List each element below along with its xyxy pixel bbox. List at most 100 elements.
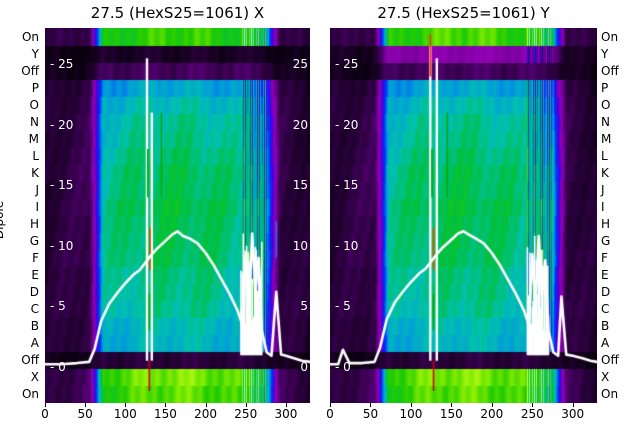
y-tick-label-right-20: X [601,370,610,385]
inner-y-tick-left-1: - 20 [335,117,359,132]
x-tick-label-right-2: 100 [399,407,423,421]
inner-y-tick-right-0: 25 [292,57,308,72]
y-tick-label-left-10: I [35,199,39,214]
x-tick-mark-left-1 [85,403,87,407]
x-tick-mark-right-5 [532,403,534,407]
y-tick-label-right-2: Off [601,63,619,78]
x-tick-label-left-2: 100 [113,407,137,421]
x-tick-mark-right-6 [572,403,574,407]
x-tick-mark-left-3 [165,403,167,407]
heatmap-image-x [45,28,310,403]
heatmap-panel-x[interactable]: - 25 - 20 - 15 - 10 - 5 - 0 25 20 15 10 5 0 [45,28,310,403]
inner-y-tick-right-5: 0 [300,359,308,374]
y-tick-label-right-18: A [601,336,610,351]
y-tick-label-left-9: J [35,182,39,197]
y-tick-label-right-3: P [601,80,609,95]
y-tick-label-right-5: N [601,114,610,129]
x-axis-left: 0 50 100 150 200 250 300 [41,403,310,437]
y-tick-label-right-11: H [601,217,611,232]
y-tick-label-left-5: N [30,114,39,129]
y-tick-label-right-12: G [601,234,611,249]
y-tick-label-right-7: L [601,148,608,163]
inner-y-tick-right-3: 10 [292,238,308,253]
y-tick-label-left-12: G [29,234,39,249]
y-tick-label-left-21: On [21,387,39,402]
y-tick-label-right-0: On [601,29,619,44]
panel-title-y: 27.5 (HexS25=1061) Y [377,4,550,22]
inner-y-tick-left-4: - 5 [50,299,66,314]
y-tick-label-right-17: B [601,319,610,334]
y-tick-label-right-15: D [601,285,611,300]
y-axis-categories-right: On Y Off P O N M L K J I H G F E D C B A Off X On [598,28,640,403]
x-tick-label-right-4: 200 [480,407,504,421]
inner-y-tick-left-3: - 10 [335,238,359,253]
x-tick-label-left-3: 150 [154,407,177,421]
x-tick-label-left-1: 50 [77,407,93,421]
y-tick-label-right-16: C [601,302,610,317]
y-tick-label-right-1: Y [601,46,609,61]
x-tick-label-left-4: 200 [194,407,218,421]
inner-y-tick-left-4: - 5 [335,299,351,314]
y-tick-label-left-20: X [30,370,39,385]
y-tick-label-left-18: A [30,336,39,351]
x-tick-mark-left-0 [45,403,46,407]
x-tick-mark-right-1 [370,403,372,407]
y-tick-label-right-9: J [601,182,605,197]
x-tick-mark-left-2 [125,403,127,407]
y-tick-label-left-3: P [31,80,39,95]
x-tick-label-right-0: 0 [326,407,334,421]
x-tick-label-right-3: 150 [439,407,463,421]
x-tick-label-left-6: 300 [274,407,298,421]
inner-y-tick-right-4: 5 [300,299,308,314]
y-tick-label-left-16: C [30,302,39,317]
inner-y-tick-left-0: - 25 [50,57,74,72]
x-tick-mark-right-2 [410,403,412,407]
heatmap-image-y [330,28,597,403]
y-tick-label-right-19: Off [601,353,619,368]
inner-y-tick-right-2: 15 [292,178,308,193]
y-tick-label-left-14: E [31,268,39,283]
y-tick-label-left-1: Y [31,46,39,61]
x-tick-label-right-5: 250 [520,407,544,421]
inner-y-tick-left-2: - 15 [335,178,359,193]
y-tick-label-left-7: L [32,148,39,163]
inner-y-tick-left-5: - 0 [335,359,351,374]
y-tick-label-left-15: D [29,285,39,300]
y-tick-label-left-11: H [29,217,39,232]
heatmap-panel-y[interactable]: - 25 - 20 - 15 - 10 - 5 - 0 [330,28,597,403]
x-tick-mark-left-4 [205,403,207,407]
x-tick-mark-right-4 [491,403,493,407]
y-tick-label-left-19: Off [21,353,39,368]
y-tick-label-left-4: O [29,97,39,112]
y-tick-label-right-6: M [601,131,612,146]
inner-y-tick-right-1: 20 [292,117,308,132]
inner-y-tick-left-0: - 25 [335,57,359,72]
inner-y-tick-left-3: - 10 [50,238,74,253]
inner-y-tick-left-2: - 15 [50,178,74,193]
panel-title-x: 27.5 (HexS25=1061) X [90,4,265,22]
y-tick-label-right-21: On [601,387,619,402]
y-axis-categories-left: Dipole On Y Off P O N M L K J I H G F E D C B A Off X On [0,28,42,403]
x-axis-right: 0 50 100 150 200 250 300 [326,403,597,437]
x-tick-label-right-1: 50 [362,407,379,421]
x-tick-mark-right-3 [451,403,453,407]
x-tick-label-left-0: 0 [41,407,49,421]
x-tick-label-right-6: 300 [561,407,585,421]
y-tick-label-right-13: F [601,251,608,266]
y-tick-label-left-0: On [21,29,39,44]
x-tick-mark-right-0 [330,403,331,407]
y-tick-label-left-2: Off [21,63,39,78]
y-axis-label: Dipole [0,200,7,240]
y-tick-label-right-10: I [601,199,605,214]
y-tick-label-right-4: O [601,97,611,112]
y-tick-label-left-6: M [28,131,39,146]
x-tick-label-left-5: 250 [234,407,258,421]
inner-y-tick-left-1: - 20 [50,117,74,132]
inner-y-tick-left-5: - 0 [50,359,66,374]
y-tick-label-left-17: B [30,319,39,334]
y-tick-label-right-14: E [601,268,609,283]
y-tick-label-right-8: K [601,165,609,180]
y-tick-label-left-8: K [31,165,39,180]
x-tick-mark-left-6 [285,403,287,407]
